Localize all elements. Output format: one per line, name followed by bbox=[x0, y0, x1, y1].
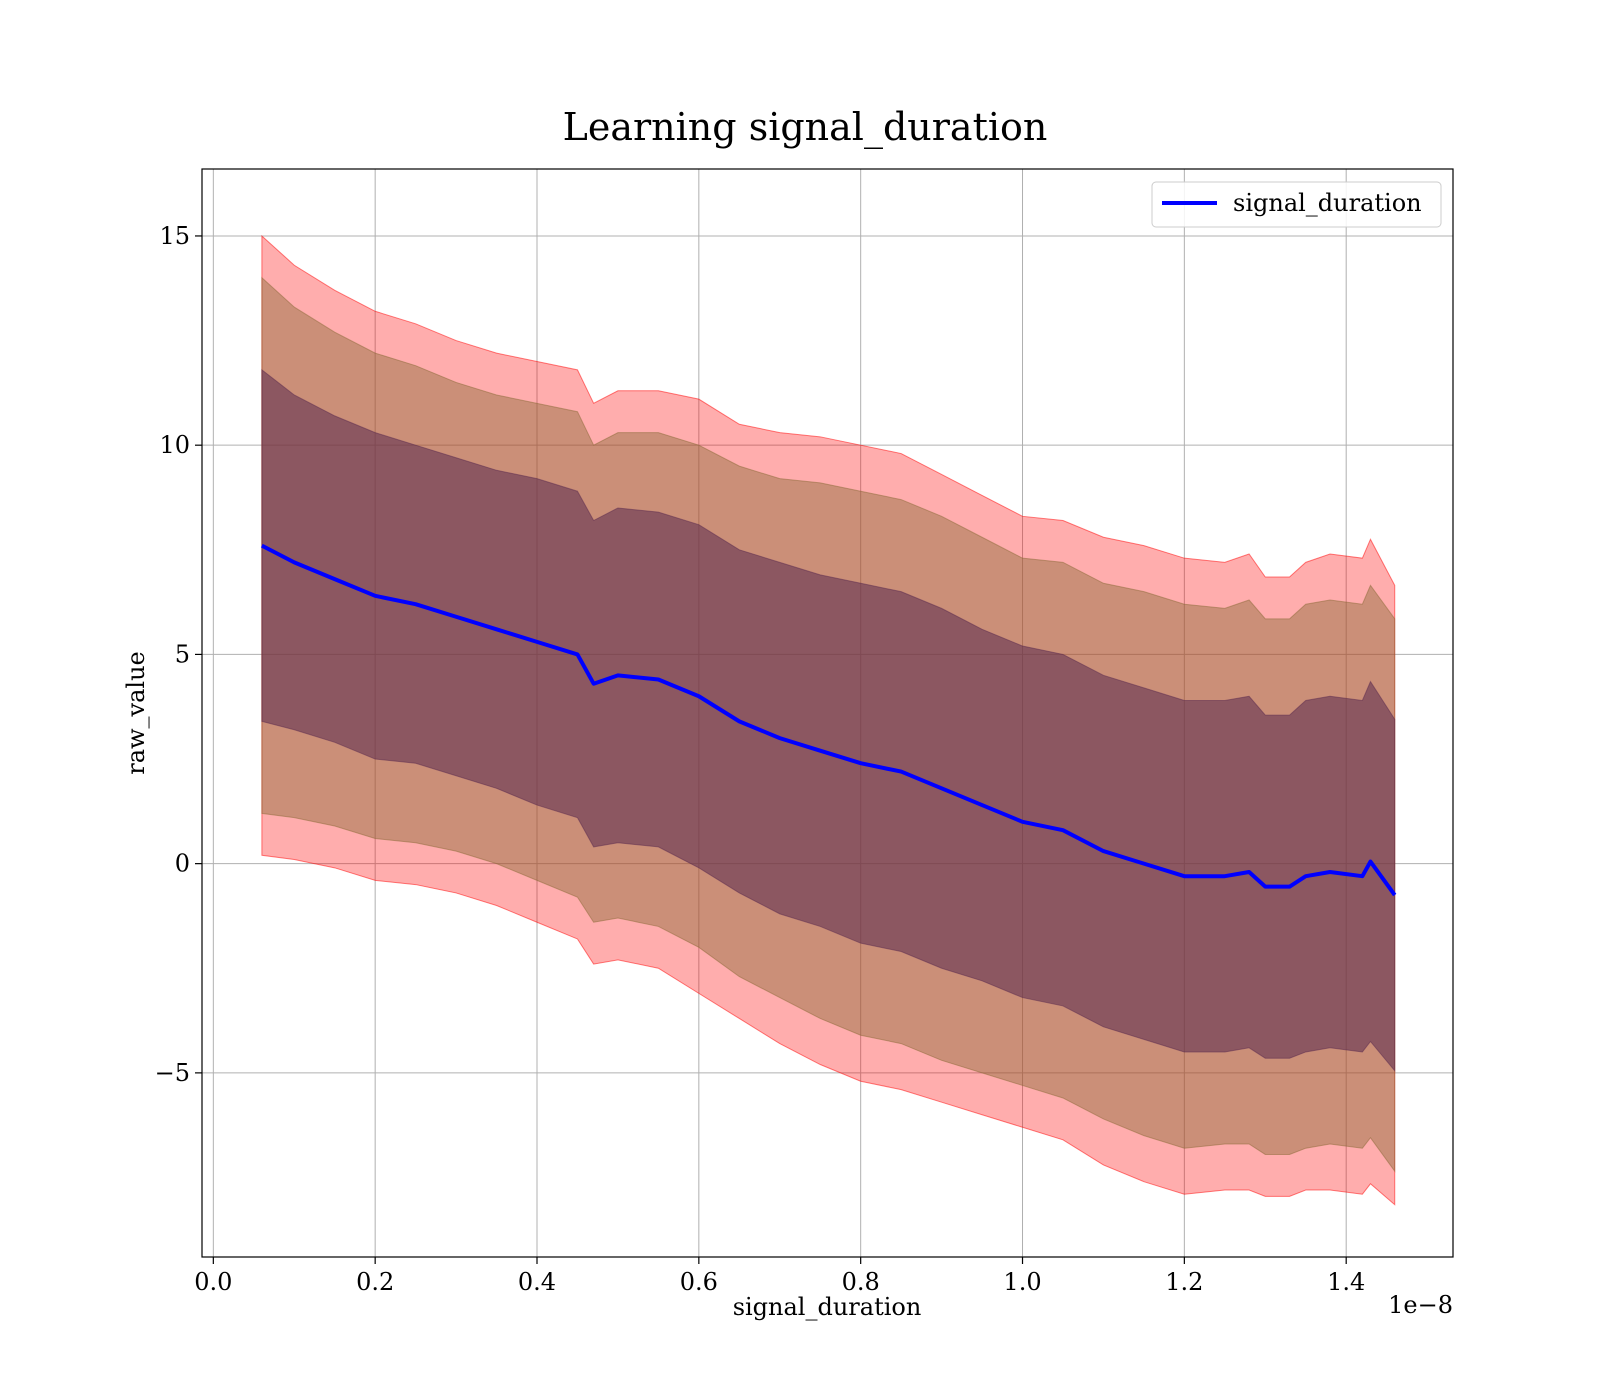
x-tick-label: 1.2 bbox=[1165, 1268, 1203, 1296]
x-tick-label: 0.6 bbox=[680, 1268, 718, 1296]
x-tick-label: 0.0 bbox=[194, 1268, 232, 1296]
x-axis-label: signal_duration bbox=[733, 1293, 922, 1321]
confidence-bands bbox=[261, 234, 1396, 1206]
legend-box bbox=[1151, 181, 1442, 228]
y-axis-ticks: −5 0 5 10 15 bbox=[155, 222, 202, 1087]
series-line-signal-duration bbox=[260, 543, 1397, 897]
legend-label-signal-duration: signal_duration bbox=[1233, 189, 1422, 217]
band-inner bbox=[261, 368, 1396, 1073]
x-axis-ticks: 0.0 0.2 0.4 0.6 0.8 1.0 1.2 1.4 bbox=[194, 1257, 1365, 1296]
x-tick-label: 0.2 bbox=[356, 1268, 394, 1296]
x-tick-label: 0.4 bbox=[518, 1268, 556, 1296]
x-axis-offset-label: 1e−8 bbox=[1388, 1291, 1453, 1319]
y-axis-label: raw_value bbox=[122, 651, 150, 775]
legend: signal_duration bbox=[1151, 181, 1442, 228]
series-lines bbox=[260, 543, 1397, 897]
y-tick-label: −5 bbox=[155, 1059, 190, 1087]
y-tick-label: 0 bbox=[175, 850, 190, 878]
plot-frame bbox=[201, 168, 1454, 1258]
chart-title: Learning signal_duration bbox=[563, 105, 1048, 150]
x-tick-label: 1.0 bbox=[1003, 1268, 1041, 1296]
x-tick-label: 0.8 bbox=[842, 1268, 880, 1296]
y-tick-label: 5 bbox=[175, 640, 190, 668]
x-tick-label: 1.4 bbox=[1327, 1268, 1365, 1296]
y-tick-label: 10 bbox=[159, 431, 190, 459]
y-tick-label: 15 bbox=[159, 222, 190, 250]
